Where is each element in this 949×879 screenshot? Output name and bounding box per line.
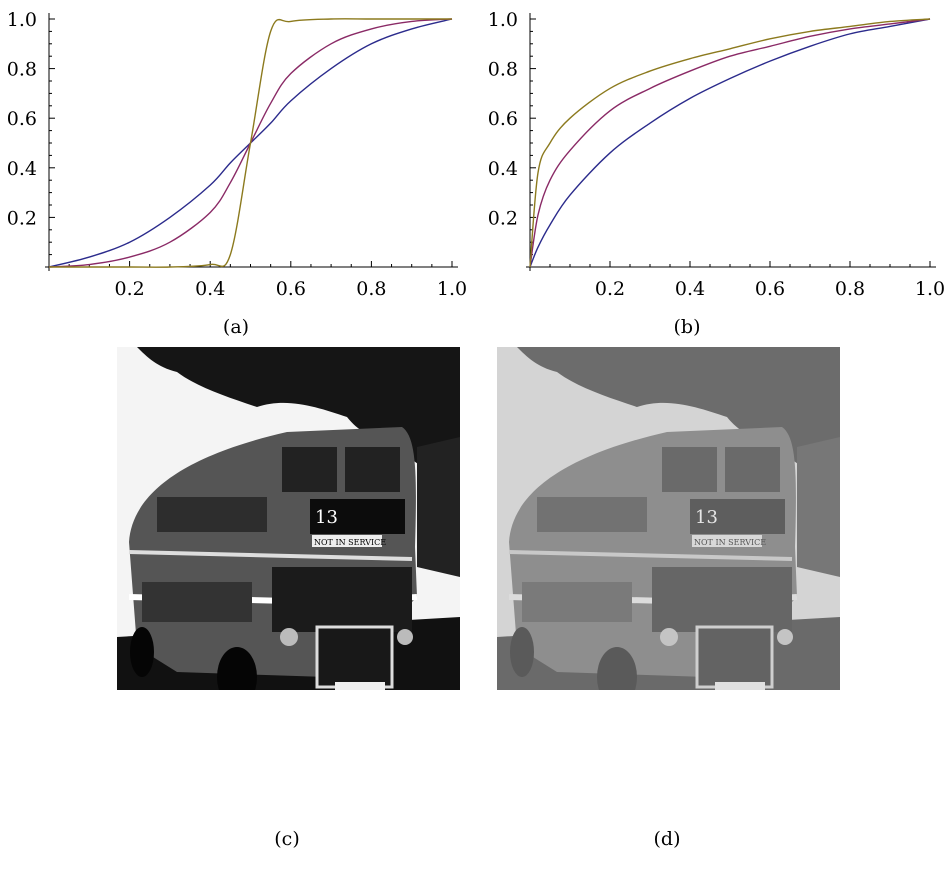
series-line-2	[529, 18, 931, 268]
y-tick-label: 0.2	[488, 207, 518, 229]
y-tick-label: 0.2	[7, 207, 37, 229]
y-tick-label: 1.0	[488, 9, 518, 31]
destination-sign-d: NOT IN SERVICE	[694, 538, 766, 547]
x-tick-label: 1.0	[915, 278, 945, 300]
x-tick-label: 0.8	[356, 278, 386, 300]
photo-c: 13 NOT IN SERVICE	[117, 347, 460, 707]
panel-label-a: (a)	[222, 316, 250, 338]
x-tick-label: 0.2	[595, 278, 625, 300]
y-tick-label: 1.0	[7, 9, 37, 31]
series-line-1	[529, 18, 931, 268]
y-tick-label: 0.6	[7, 108, 37, 130]
x-tick-label: 0.4	[675, 278, 705, 300]
chart-b: 0.2 0.4 0.6 0.8 1.0 0.2 0.4 0.6 0.8 1.0	[488, 9, 945, 300]
x-tick-label: 0.6	[276, 278, 306, 300]
panel-label-d: (d)	[653, 828, 681, 850]
x-tick-label: 1.0	[437, 278, 467, 300]
y-tick-label: 0.4	[7, 158, 37, 180]
y-tick-label: 0.6	[488, 108, 518, 130]
panel-label-b: (b)	[673, 316, 701, 338]
series-line-2	[48, 18, 452, 268]
y-tick-label: 0.8	[7, 59, 37, 81]
bus-photo-high-contrast: 13 NOT IN SERVICE	[117, 347, 460, 707]
x-tick-label: 0.2	[114, 278, 144, 300]
x-tick-label: 0.4	[195, 278, 225, 300]
chart-a: 0.2 0.4 0.6 0.8 1.0 0.2 0.4 0.6 0.8 1.0	[7, 9, 467, 300]
route-number: 13	[315, 507, 338, 528]
panel-label-c: (c)	[274, 828, 300, 850]
x-tick-label: 0.6	[755, 278, 785, 300]
bus-photo-low-contrast: 13 NOT IN SERVICE	[497, 347, 840, 707]
y-tick-label: 0.4	[488, 158, 518, 180]
route-number-d: 13	[695, 507, 718, 528]
photo-d: 13 NOT IN SERVICE	[497, 347, 840, 707]
series-line-0	[529, 18, 931, 268]
x-tick-label: 0.8	[835, 278, 865, 300]
y-tick-label: 0.8	[488, 59, 518, 81]
destination-sign: NOT IN SERVICE	[314, 538, 386, 547]
